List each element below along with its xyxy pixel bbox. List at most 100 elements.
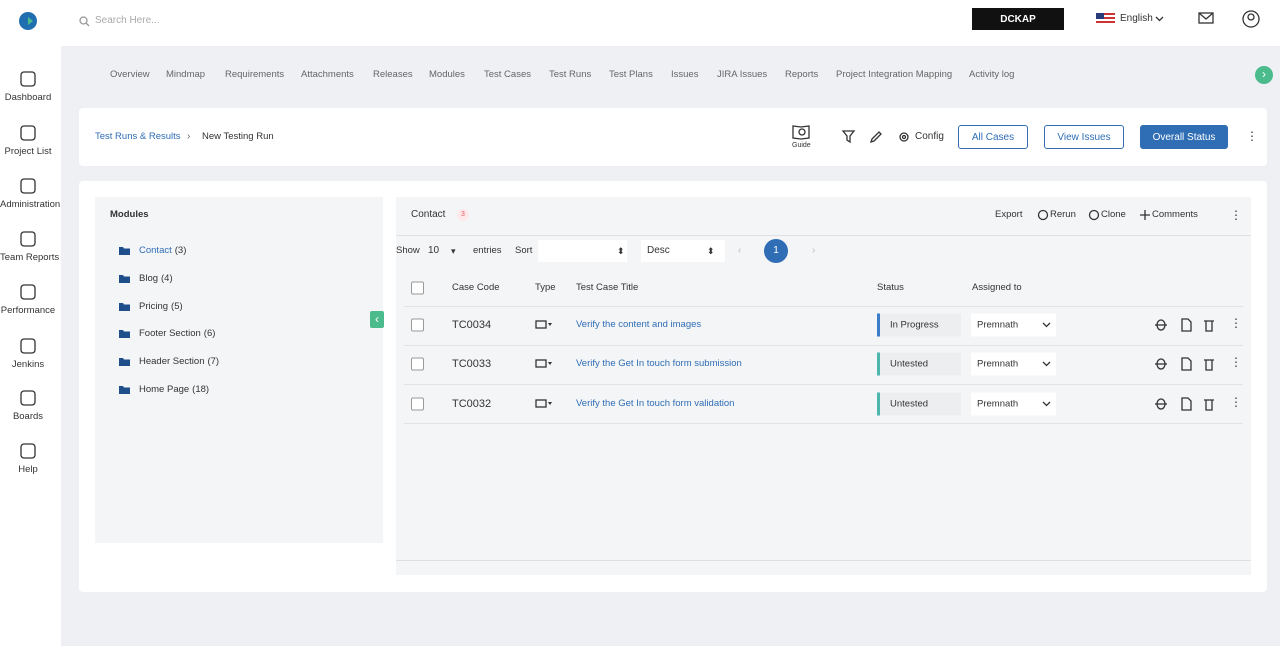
- panel-action[interactable]: Clone: [1101, 209, 1126, 220]
- language[interactable]: English: [1120, 13, 1153, 24]
- module-name[interactable]: Contact: [139, 245, 172, 256]
- nav-tab[interactable]: Activity log: [969, 69, 1015, 80]
- nav-tab[interactable]: Overview: [110, 69, 150, 80]
- next-page[interactable]: ›: [812, 245, 816, 256]
- case-title[interactable]: Verify the content and images: [576, 319, 702, 330]
- row-divider: [404, 306, 1243, 307]
- delete-icon[interactable]: [1204, 398, 1216, 411]
- sidebar-icon[interactable]: [20, 125, 36, 141]
- bug-icon[interactable]: [1155, 319, 1167, 331]
- row-checkbox[interactable]: [411, 357, 424, 371]
- row-checkbox[interactable]: [411, 397, 424, 411]
- prev-page[interactable]: ‹: [738, 245, 742, 256]
- sidebar-label[interactable]: Project List: [4, 146, 52, 157]
- page-number[interactable]: 1: [764, 239, 788, 263]
- doc-icon[interactable]: [1181, 357, 1193, 371]
- row-menu[interactable]: ⋮: [1230, 394, 1242, 409]
- module-name[interactable]: Home Page: [139, 384, 190, 395]
- assignee-select[interactable]: Premnath: [971, 352, 1056, 376]
- nav-tab[interactable]: JIRA Issues: [717, 69, 768, 80]
- row-checkbox[interactable]: [411, 318, 424, 332]
- nav-tab[interactable]: Test Runs: [549, 69, 592, 80]
- action-icon[interactable]: [1088, 209, 1100, 221]
- config-icon[interactable]: [899, 132, 909, 142]
- module-name[interactable]: Header Section: [139, 356, 205, 368]
- config-label[interactable]: Config: [915, 131, 944, 142]
- sidebar-label[interactable]: Jenkins: [11, 359, 45, 370]
- edit-icon[interactable]: [869, 131, 882, 144]
- nav-tab[interactable]: Reports: [785, 69, 819, 80]
- sidebar-icon[interactable]: [20, 284, 36, 300]
- toolbar-button[interactable]: View Issues: [1044, 125, 1124, 149]
- nav-tab[interactable]: Issues: [671, 69, 699, 80]
- sidebar-label[interactable]: Performance: [0, 305, 56, 316]
- nav-tab[interactable]: Project Integration Mapping: [836, 69, 953, 80]
- more-menu[interactable]: ⋮: [1246, 129, 1258, 143]
- header-checkbox[interactable]: [411, 281, 424, 295]
- sidebar-label[interactable]: Team Reports: [0, 252, 60, 263]
- assignee-select[interactable]: Premnath: [971, 392, 1056, 416]
- type-icon[interactable]: [535, 398, 552, 408]
- search-icon: [79, 16, 90, 27]
- sidebar-icon[interactable]: [20, 443, 36, 459]
- sidebar-icon[interactable]: [20, 390, 36, 406]
- top-bar: [0, 0, 1280, 46]
- action-icon[interactable]: [1037, 209, 1049, 221]
- nav-tab[interactable]: Test Cases: [484, 69, 531, 80]
- divider: [396, 560, 1251, 561]
- entries-select[interactable]: 10: [428, 245, 440, 256]
- nav-tab[interactable]: Modules: [429, 69, 465, 80]
- entries-label: entries: [473, 245, 502, 256]
- module-name[interactable]: Footer Section: [139, 328, 201, 340]
- user-icon[interactable]: [1242, 10, 1261, 28]
- type-icon[interactable]: [535, 359, 552, 368]
- sidebar-label[interactable]: Help: [18, 464, 38, 475]
- row-divider: [404, 345, 1243, 346]
- case-title[interactable]: Verify the Get In touch form validation: [576, 397, 735, 409]
- toolbar-button[interactable]: All Cases: [958, 125, 1028, 149]
- guide-icon[interactable]: [792, 125, 810, 140]
- breadcrumb-link[interactable]: Test Runs & Results: [95, 131, 181, 142]
- expand-button[interactable]: ›: [1255, 66, 1273, 84]
- action-icon[interactable]: [1140, 210, 1150, 220]
- doc-icon[interactable]: [1181, 318, 1193, 332]
- module-name[interactable]: Blog: [139, 272, 159, 284]
- guide-label[interactable]: Guide: [792, 142, 811, 149]
- nav-tab[interactable]: Requirements: [225, 69, 285, 80]
- sidebar-icon[interactable]: [20, 231, 36, 247]
- panel-action[interactable]: Rerun: [1050, 209, 1076, 220]
- sort-select[interactable]: [538, 240, 627, 262]
- panel-title: Contact: [411, 209, 446, 220]
- type-icon[interactable]: [535, 320, 552, 329]
- nav-tab[interactable]: Attachments: [301, 69, 354, 80]
- bug-icon[interactable]: [1155, 358, 1167, 370]
- sidebar-icon[interactable]: [20, 71, 36, 87]
- panel-action[interactable]: Comments: [1152, 209, 1198, 220]
- more-menu[interactable]: ⋮: [1230, 208, 1242, 222]
- module-name[interactable]: Pricing: [139, 300, 169, 312]
- nav-tab[interactable]: Mindmap: [166, 69, 206, 80]
- sidebar-icon[interactable]: [20, 178, 36, 194]
- sidebar-label[interactable]: Administration: [0, 199, 61, 210]
- assignee-select[interactable]: Premnath: [971, 313, 1056, 337]
- chevron: [1042, 361, 1051, 367]
- mail-icon[interactable]: [1198, 12, 1214, 24]
- sidebar-label[interactable]: Dashboard: [4, 92, 52, 103]
- row-menu[interactable]: ⋮: [1230, 316, 1242, 330]
- sidebar-label[interactable]: Boards: [12, 411, 44, 422]
- row-menu[interactable]: ⋮: [1230, 355, 1242, 370]
- nav-tab[interactable]: Releases: [373, 69, 413, 80]
- case-title[interactable]: Verify the Get In touch form submission: [576, 358, 742, 370]
- sidebar-icon[interactable]: [20, 338, 36, 354]
- filter-icon[interactable]: [841, 130, 856, 144]
- doc-icon[interactable]: [1181, 396, 1193, 411]
- panel-action[interactable]: Export: [995, 209, 1023, 220]
- search-input[interactable]: Search Here...: [95, 15, 160, 26]
- toolbar-button[interactable]: Overall Status: [1140, 125, 1228, 149]
- order-select[interactable]: Desc: [641, 240, 725, 262]
- delete-icon[interactable]: [1204, 319, 1216, 332]
- nav-tab[interactable]: Test Plans: [609, 69, 653, 80]
- bug-icon[interactable]: [1155, 397, 1167, 410]
- delete-icon[interactable]: [1204, 358, 1216, 371]
- collapse-button[interactable]: ‹: [370, 311, 384, 328]
